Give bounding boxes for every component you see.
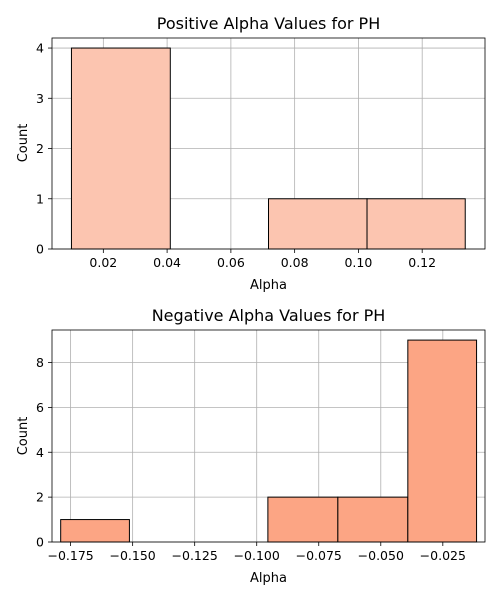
x-tick-label: −0.025 (420, 548, 466, 563)
y-tick-label: 0 (36, 535, 44, 550)
x-tick-label: −0.100 (234, 548, 280, 563)
chart-positive-alpha: Positive Alpha Values for PH 0.02 0.04 0.0… (16, 14, 486, 293)
x-axis-label: Alpha (250, 571, 287, 586)
y-tick-label: 2 (36, 141, 44, 156)
x-axis-label: Alpha (250, 278, 287, 293)
x-tick-label: −0.175 (47, 548, 93, 563)
histogram-bar-2 (268, 198, 368, 250)
histogram-bar-0 (60, 519, 130, 543)
y-tick-label: 0 (36, 242, 44, 257)
y-axis-ticks: 0 2 4 6 8 (36, 355, 52, 550)
bars (60, 339, 478, 543)
x-tick-label: 0.06 (217, 255, 245, 270)
y-axis-label: Count (16, 417, 31, 456)
y-axis-label: Count (16, 124, 31, 163)
chart-title: Positive Alpha Values for PH (157, 14, 380, 33)
x-tick-label: −0.125 (172, 548, 218, 563)
x-tick-label: 0.02 (89, 255, 117, 270)
plot-frame (51, 37, 486, 250)
chart-negative-alpha: Negative Alpha Values for PH −0.175 −0.15… (16, 306, 486, 586)
x-tick-label: 0.12 (408, 255, 436, 270)
histogram-bar-4 (337, 496, 409, 543)
x-tick-label: −0.075 (296, 548, 342, 563)
bars (70, 47, 466, 250)
y-axis-ticks: 0 1 2 3 4 (36, 41, 52, 257)
y-tick-label: 6 (36, 400, 44, 415)
y-tick-label: 3 (36, 91, 44, 106)
y-tick-label: 1 (36, 191, 44, 206)
x-tick-label: 0.04 (153, 255, 181, 270)
x-axis-ticks: 0.02 0.04 0.06 0.08 0.10 0.12 (89, 249, 436, 270)
x-tick-label: 0.10 (344, 255, 372, 270)
plot-frame (51, 329, 486, 543)
x-tick-label: 0.08 (281, 255, 309, 270)
histogram-bar-3 (366, 198, 466, 250)
x-tick-label: −0.050 (358, 548, 404, 563)
chart-title: Negative Alpha Values for PH (152, 306, 386, 325)
x-axis-ticks: −0.175 −0.150 −0.125 −0.100 −0.075 −0.050 −0.0… (47, 542, 466, 563)
y-tick-label: 4 (36, 41, 44, 56)
histogram-bar-5 (407, 339, 478, 543)
y-tick-label: 2 (36, 490, 44, 505)
y-tick-label: 4 (36, 445, 44, 460)
y-tick-label: 8 (36, 355, 44, 370)
histogram-bar-0 (70, 47, 171, 250)
x-tick-label: −0.150 (110, 548, 156, 563)
histogram-bar-3 (267, 496, 339, 543)
